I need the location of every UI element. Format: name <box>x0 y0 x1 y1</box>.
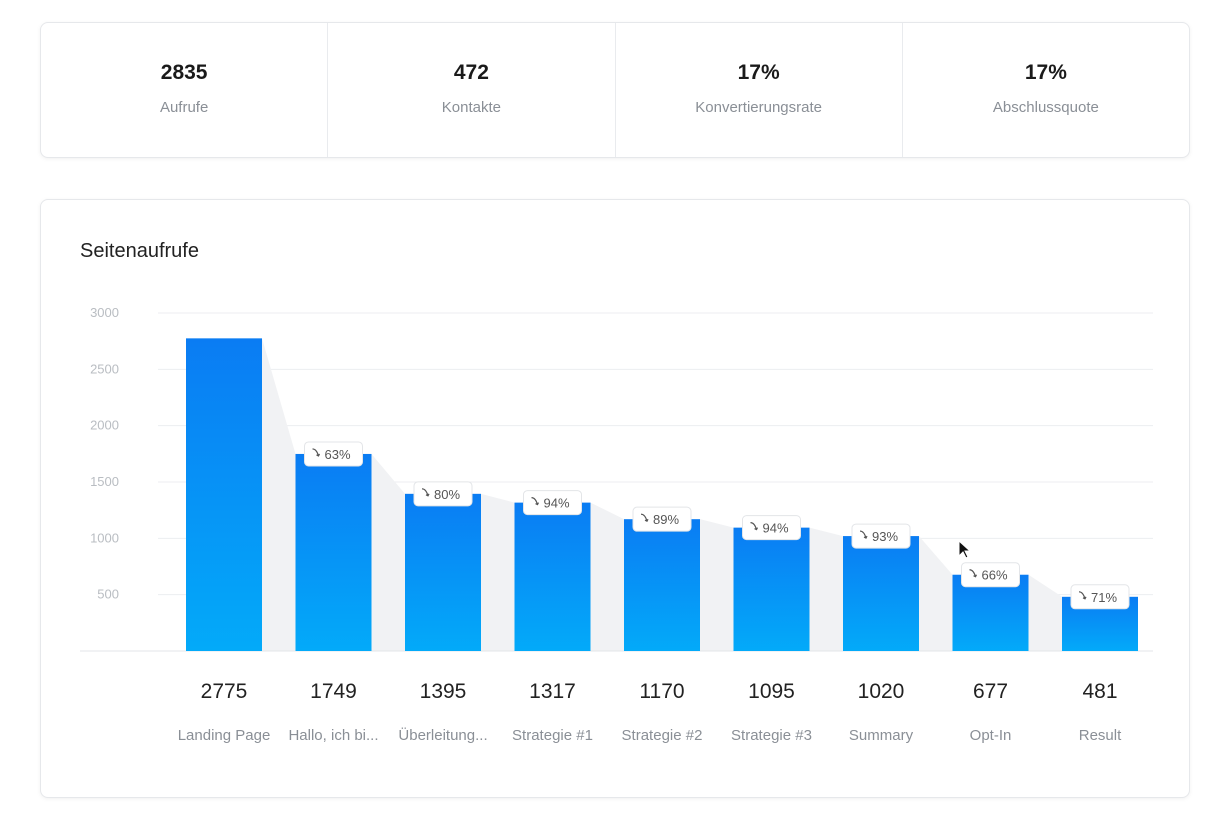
funnel-connector <box>481 493 515 651</box>
stat-label: Kontakte <box>441 98 501 116</box>
retention-label: 71% <box>1091 590 1117 605</box>
funnel-connector <box>700 519 734 651</box>
bar <box>514 502 591 651</box>
trend-down-icon <box>750 522 759 531</box>
stat-value: 2835 <box>160 60 208 84</box>
retention-badge: 93% <box>851 523 911 549</box>
bar-value-label: 1095 <box>748 680 795 703</box>
bar-value-label: 1020 <box>858 680 905 703</box>
stats-bar: 2835 Aufrufe 472 Kontakte 17% Konvertier… <box>40 22 1190 158</box>
stat-label: Aufrufe <box>159 98 209 116</box>
retention-label: 94% <box>543 496 569 511</box>
bar <box>733 527 810 651</box>
retention-badge: 89% <box>632 506 692 532</box>
y-tick-label: 2000 <box>90 418 119 433</box>
funnel-connector <box>919 536 953 651</box>
mouse-cursor-icon <box>958 540 972 559</box>
stat-label: Abschlussquote <box>992 98 1099 116</box>
bar <box>952 574 1029 651</box>
bar-value-label: 1395 <box>420 680 467 703</box>
trend-down-icon <box>859 530 868 539</box>
trend-down-icon <box>969 569 978 578</box>
retention-label: 89% <box>653 512 679 527</box>
bar-value-label: 481 <box>1082 680 1117 703</box>
bar <box>295 453 372 651</box>
stat-value: 17% <box>1024 60 1067 84</box>
retention-badge: 66% <box>961 562 1020 588</box>
category-label: Strategie #3 <box>731 727 812 744</box>
funnel-connector <box>262 338 296 651</box>
stat-label: Konvertierungsrate <box>695 98 822 116</box>
y-tick-label: 1500 <box>90 474 119 489</box>
retention-label: 93% <box>872 529 898 544</box>
trend-down-icon <box>421 488 430 497</box>
bar-value-label: 1317 <box>529 680 576 703</box>
category-label: Opt-In <box>970 727 1012 744</box>
bar-value-label: 1170 <box>639 680 684 703</box>
funnel-connector <box>590 502 624 651</box>
trend-down-icon <box>531 497 540 506</box>
y-tick-label: 2500 <box>90 361 119 376</box>
stat-kontakte: 472 Kontakte <box>328 23 616 157</box>
bar <box>186 338 262 651</box>
category-label: Landing Page <box>178 727 271 744</box>
chart-card: Seitenaufrufe 500 1000 1500 2000 2500 3000 63%… <box>40 199 1190 798</box>
bar <box>405 493 481 651</box>
category-label: Strategie #2 <box>622 727 703 744</box>
bar-value-label: 1749 <box>310 680 357 703</box>
category-label: Strategie #1 <box>512 727 593 744</box>
stat-value: 17% <box>737 60 780 84</box>
retention-label: 66% <box>981 568 1007 583</box>
funnel-connector <box>809 527 843 651</box>
trend-down-icon <box>640 513 649 522</box>
stat-aufrufe: 2835 Aufrufe <box>41 23 329 157</box>
category-label: Summary <box>849 727 914 744</box>
stat-abschlussquote: 17% Abschlussquote <box>903 23 1189 157</box>
funnel-connector <box>371 453 405 651</box>
category-label: Result <box>1079 727 1122 744</box>
category-label: Hallo, ich bi... <box>288 727 378 744</box>
retention-label: 63% <box>324 447 350 462</box>
bar-chart: 500 1000 1500 2000 2500 3000 63% 80% 94% 89% 94% 93… <box>80 305 1153 744</box>
y-tick-label: 1000 <box>90 530 119 545</box>
trend-down-icon <box>312 448 321 457</box>
bar-value-label: 677 <box>973 680 1008 703</box>
retention-badge: 80% <box>413 481 473 507</box>
retention-badge: 63% <box>304 441 363 467</box>
chart-title: Seitenaufrufe <box>80 240 199 262</box>
stat-value: 472 <box>453 60 489 84</box>
funnel-connector <box>1028 574 1062 651</box>
category-label: Überleitung... <box>398 726 487 744</box>
bar <box>624 519 700 651</box>
retention-badge: 94% <box>523 490 582 516</box>
bar-value-label: 2775 <box>201 680 248 703</box>
bar <box>843 536 919 651</box>
retention-badge: 94% <box>742 515 801 541</box>
retention-label: 94% <box>762 521 788 536</box>
trend-down-icon <box>1078 591 1087 600</box>
retention-badge: 71% <box>1070 584 1130 610</box>
y-tick-label: 3000 <box>90 305 119 320</box>
retention-label: 80% <box>434 487 460 502</box>
stat-konvertierungsrate: 17% Konvertierungsrate <box>616 23 903 157</box>
y-tick-label: 500 <box>97 587 119 602</box>
